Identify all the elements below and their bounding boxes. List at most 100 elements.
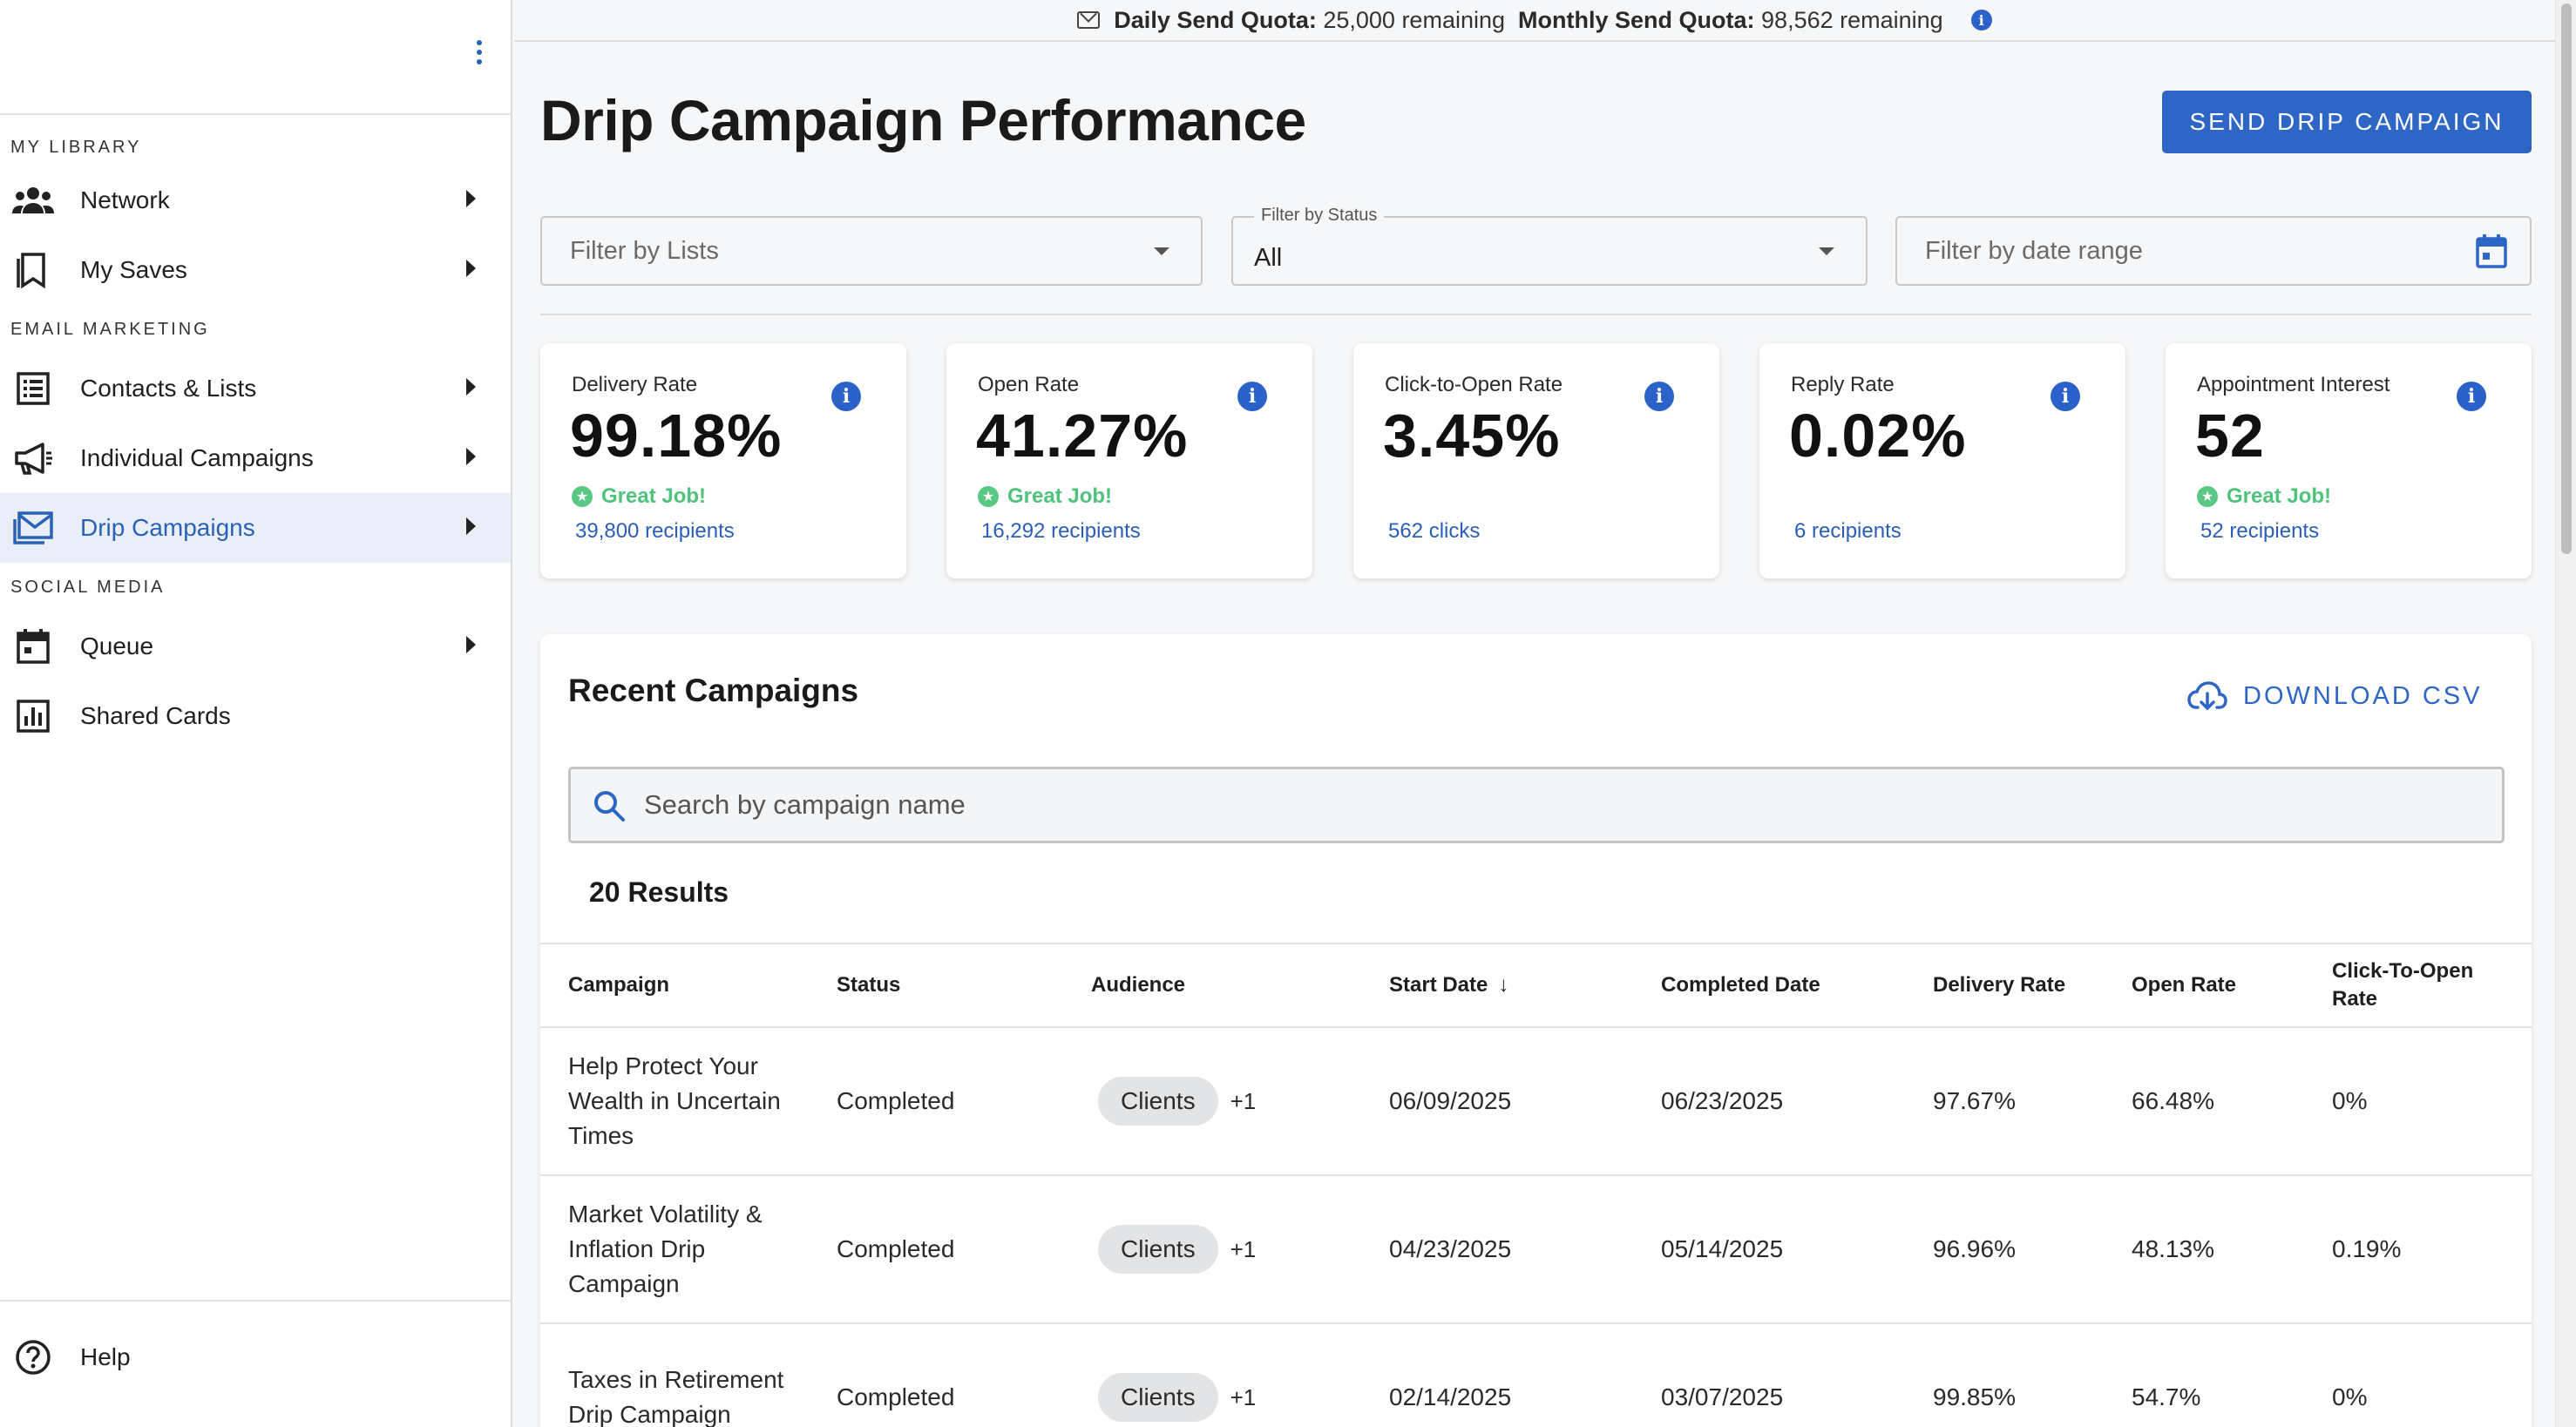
filter-date-range[interactable]: Filter by date range	[1895, 216, 2532, 286]
filter-lists-placeholder: Filter by Lists	[570, 237, 719, 265]
cell-completed-date: 05/14/2025	[1661, 1175, 1933, 1324]
section-label-email-marketing: EMAIL MARKETING	[10, 320, 210, 339]
sidebar-item-label: Drip Campaigns	[80, 514, 255, 541]
metric-card-reply-rate: Reply Rate 0.02% i 6 recipients	[1759, 343, 2125, 578]
sidebar-item-network[interactable]: Network	[0, 166, 511, 235]
help-label: Help	[80, 1343, 131, 1370]
cell-completed-date: 03/07/2025	[1661, 1323, 1933, 1427]
calendar-icon[interactable]	[2476, 233, 2507, 268]
table-row[interactable]: Help Protect Your Wealth in Uncertain Ti…	[540, 1027, 2532, 1176]
caret-right-icon	[466, 517, 476, 535]
sidebar-item-help[interactable]: Help	[0, 1322, 511, 1392]
cell-delivery-rate: 96.96%	[1933, 1175, 2132, 1324]
metric-title: Delivery Rate	[572, 373, 698, 396]
daily-quota-label: Daily Send Quota:	[1114, 6, 1317, 33]
scrollbar-thumb[interactable]	[2561, 3, 2572, 554]
recent-campaigns-panel: Recent Campaigns DOWNLOAD CSV 20 Results…	[540, 634, 2532, 1427]
caret-right-icon	[466, 190, 476, 207]
filter-lists-select[interactable]: Filter by Lists	[540, 216, 1203, 286]
scrollbar[interactable]	[2555, 0, 2576, 1427]
filter-status-value: All	[1254, 244, 1283, 272]
download-csv-button[interactable]: DOWNLOAD CSV	[2187, 681, 2482, 711]
column-header-delivery-rate[interactable]: Delivery Rate	[1933, 943, 2132, 1028]
cell-campaign[interactable]: Market Volatility & Inflation Drip Campa…	[540, 1175, 837, 1324]
dropdown-arrow-icon	[1154, 247, 1169, 255]
campaign-search[interactable]	[568, 767, 2505, 843]
metric-sub[interactable]: 16,292 recipients	[981, 519, 1141, 543]
sidebar-item-shared-cards[interactable]: Shared Cards	[0, 681, 511, 751]
metric-value: 41.27%	[976, 402, 1189, 470]
sort-descending-icon[interactable]: ↓	[1498, 973, 1509, 997]
sidebar: MY LIBRARY Network My Saves EMAIL MARKET…	[0, 0, 512, 1427]
cloud-download-icon	[2187, 681, 2227, 710]
audience-more[interactable]: +1	[1230, 1236, 1257, 1262]
search-input[interactable]	[644, 781, 2474, 828]
star-icon: ★	[978, 486, 999, 507]
info-icon[interactable]: i	[831, 382, 861, 411]
divider	[540, 314, 2532, 315]
column-header-click-to-open-rate[interactable]: Click-To-Open Rate	[2332, 943, 2532, 1028]
audience-more[interactable]: +1	[1230, 1088, 1257, 1114]
info-icon[interactable]: i	[1237, 382, 1267, 411]
metric-sub[interactable]: 39,800 recipients	[575, 519, 735, 543]
send-drip-campaign-button[interactable]: SEND DRIP CAMPAIGN	[2162, 91, 2532, 153]
caret-right-icon	[466, 378, 476, 396]
sidebar-item-individual-campaigns[interactable]: Individual Campaigns	[0, 423, 511, 493]
column-header-start-date[interactable]: Start Date ↓	[1389, 943, 1661, 1028]
cell-audience: Clients +1	[1091, 1027, 1389, 1176]
quota-info-icon[interactable]: i	[1970, 10, 1992, 30]
dropdown-arrow-icon	[1819, 247, 1834, 255]
daily-quota-value: 25,000 remaining	[1323, 6, 1506, 33]
bookmark-icon	[12, 249, 54, 291]
info-icon[interactable]: i	[2457, 382, 2486, 411]
info-icon[interactable]: i	[1644, 382, 1674, 411]
more-options-icon[interactable]	[469, 35, 490, 70]
audience-chip[interactable]: Clients	[1098, 1077, 1218, 1126]
metric-card-delivery-rate: Delivery Rate 99.18% i ★ Great Job! 39,80…	[540, 343, 906, 578]
filter-status-select[interactable]: Filter by Status All	[1231, 206, 1868, 286]
sidebar-item-label: Individual Campaigns	[80, 444, 314, 471]
cell-delivery-rate: 99.85%	[1933, 1323, 2132, 1427]
success-badge: ★ Great Job!	[2197, 484, 2331, 509]
column-header-status[interactable]: Status	[837, 943, 1091, 1028]
cell-audience: Clients +1	[1091, 1323, 1389, 1427]
cell-audience: Clients +1	[1091, 1175, 1389, 1324]
monthly-quota-label: Monthly Send Quota:	[1518, 6, 1755, 33]
cell-open-rate: 66.48%	[2132, 1027, 2332, 1176]
column-header-open-rate[interactable]: Open Rate	[2132, 943, 2332, 1028]
metric-value: 3.45%	[1383, 402, 1561, 470]
sidebar-item-drip-campaigns[interactable]: Drip Campaigns	[0, 493, 511, 563]
cell-campaign[interactable]: Taxes in Retirement Drip Campaign	[540, 1323, 837, 1427]
cell-status: Completed	[837, 1175, 1091, 1324]
column-header-campaign[interactable]: Campaign	[540, 943, 837, 1028]
audience-more[interactable]: +1	[1230, 1384, 1257, 1410]
column-header-audience[interactable]: Audience	[1091, 943, 1389, 1028]
cell-delivery-rate: 97.67%	[1933, 1027, 2132, 1176]
table-row[interactable]: Market Volatility & Inflation Drip Campa…	[540, 1175, 2532, 1324]
table-row[interactable]: Taxes in Retirement Drip Campaign Comple…	[540, 1323, 2532, 1427]
results-count: 20 Results	[589, 876, 729, 908]
sidebar-item-queue[interactable]: Queue	[0, 612, 511, 681]
audience-chip[interactable]: Clients	[1098, 1373, 1218, 1422]
info-icon[interactable]: i	[2051, 382, 2080, 411]
cell-campaign[interactable]: Help Protect Your Wealth in Uncertain Ti…	[540, 1027, 837, 1176]
metric-sub[interactable]: 562 clicks	[1388, 519, 1481, 543]
cell-start-date: 04/23/2025	[1389, 1175, 1661, 1324]
cell-open-rate: 48.13%	[2132, 1175, 2332, 1324]
sidebar-item-contacts-lists[interactable]: Contacts & Lists	[0, 354, 511, 423]
cell-open-rate: 54.7%	[2132, 1323, 2332, 1427]
metric-value: 52	[2195, 402, 2265, 470]
metric-sub[interactable]: 52 recipients	[2200, 519, 2320, 543]
sidebar-item-my-saves[interactable]: My Saves	[0, 235, 511, 305]
calendar-icon	[12, 626, 54, 667]
star-icon: ★	[2197, 486, 2218, 507]
cell-status: Completed	[837, 1027, 1091, 1176]
audience-chip[interactable]: Clients	[1098, 1225, 1218, 1274]
sidebar-item-label: Contacts & Lists	[80, 375, 257, 402]
campaigns-table: Campaign Status Audience Start Date ↓ Com…	[540, 943, 2532, 1427]
sidebar-header	[0, 0, 511, 115]
column-header-completed-date[interactable]: Completed Date	[1661, 943, 1933, 1028]
metric-sub[interactable]: 6 recipients	[1794, 519, 1901, 543]
envelope-icon	[1077, 11, 1101, 29]
star-icon: ★	[572, 486, 593, 507]
